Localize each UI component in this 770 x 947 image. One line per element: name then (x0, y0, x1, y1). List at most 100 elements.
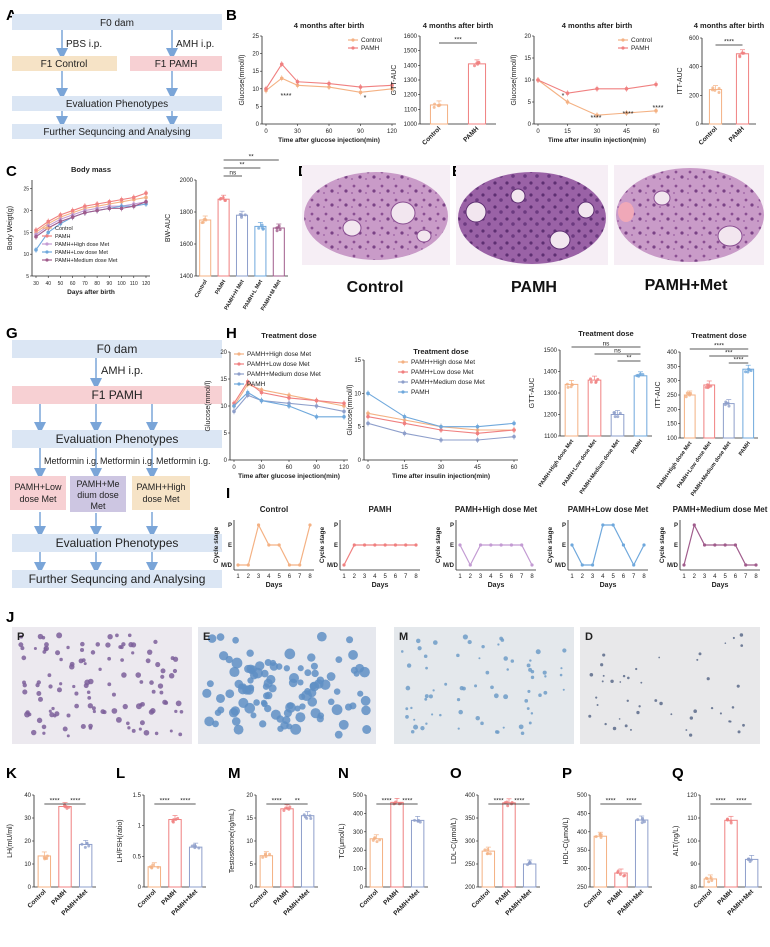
data-point (232, 404, 236, 408)
x-axis-label: Days (712, 582, 729, 589)
significance-label: **** (623, 111, 634, 118)
smear-background (394, 627, 574, 744)
cell (349, 702, 357, 710)
box-further-label: Further Sequncing and Analysing (29, 572, 206, 586)
cell (231, 657, 243, 669)
cell (74, 691, 79, 696)
data-point (302, 813, 306, 817)
data-point (595, 87, 599, 91)
data-point (342, 415, 346, 419)
y-tick-label: 10 (524, 78, 531, 84)
panel-label-m: M (228, 765, 241, 782)
data-point (640, 821, 644, 825)
data-point (70, 215, 75, 219)
data-point (358, 90, 363, 95)
cell (115, 716, 122, 723)
data-point (373, 836, 377, 840)
cell (497, 643, 500, 646)
data-point (713, 88, 717, 92)
cell (36, 680, 41, 685)
category-label: Control (698, 125, 719, 146)
y-axis-label: Cycle stage (213, 527, 220, 564)
data-point (486, 848, 490, 852)
data-point (641, 372, 645, 376)
y-tick-label: M/D (443, 563, 455, 569)
cell (286, 702, 294, 710)
y-tick-label: 300 (353, 830, 364, 836)
x-axis-label: Days after birth (67, 289, 115, 296)
cell (225, 689, 235, 699)
data-point (438, 103, 442, 107)
cell (19, 635, 24, 639)
data-point (366, 391, 370, 396)
cell (21, 655, 27, 661)
cell (602, 653, 606, 657)
data-point (314, 415, 319, 419)
cell (155, 661, 161, 668)
cell (431, 713, 434, 716)
x-tick-label: 1 (570, 574, 574, 580)
cell (90, 650, 96, 655)
significance-label: ns (229, 170, 237, 177)
cell (212, 720, 219, 728)
data-point (594, 835, 598, 839)
x-tick-label: 120 (339, 465, 350, 471)
significance-label: **** (272, 798, 283, 805)
data-point (43, 856, 47, 860)
data-point (287, 563, 292, 567)
data-point (172, 818, 176, 822)
data-point (744, 563, 748, 567)
bar (188, 846, 203, 888)
cell (55, 650, 61, 656)
cell (264, 659, 272, 667)
data-point (58, 219, 63, 224)
cell (214, 709, 222, 716)
y-tick-label: 0 (696, 122, 700, 128)
data-point (257, 226, 261, 230)
data-point (85, 841, 89, 845)
cell (433, 640, 438, 645)
data-point (34, 228, 38, 232)
x-tick-label: 60 (326, 129, 333, 135)
category-label: PAMH (382, 888, 400, 906)
significance-label: * (562, 93, 565, 100)
data-point (288, 805, 292, 809)
legend-marker (401, 370, 405, 374)
data-point (223, 198, 227, 202)
data-point (83, 210, 87, 215)
chart-C_body: 5 10 15 20 25 Body Weigt(g) Body mass 30 40 50 60 7… (7, 165, 150, 296)
cell (255, 661, 265, 671)
cell (348, 650, 358, 660)
legend-label: PAMH+Low dose Met (411, 369, 474, 376)
legend-label: PAMH+High dose Met (411, 359, 475, 366)
data-point (704, 385, 708, 389)
data-point (414, 543, 418, 547)
metformin-label: Metformin i.g. (100, 456, 155, 466)
data-point (596, 377, 600, 381)
data-point (565, 382, 569, 386)
cell (247, 677, 254, 684)
cell (264, 691, 273, 700)
chart-L_lhfsh: 00.511.5LH/FSH(ratio)Control PAMHPAMH+Met… (117, 793, 206, 917)
y-tick-label: 5 (256, 104, 260, 110)
bar (481, 850, 496, 888)
cell (107, 634, 113, 640)
cell (458, 709, 463, 715)
x-tick-label: 70 (82, 281, 88, 287)
data-point (34, 234, 38, 239)
y-axis-label: Glucose(mmol/l) (347, 385, 354, 436)
box-further (12, 570, 222, 588)
cell (66, 645, 70, 650)
cells (18, 632, 184, 738)
y-axis-label: HDL-C(μmol/L) (563, 817, 570, 864)
data-point (707, 880, 711, 884)
x-tick-label: 90 (357, 129, 364, 135)
data-point (417, 818, 421, 822)
y-tick-label: 600 (689, 36, 700, 42)
chart-cycle-4: M/D E P 1 2 3 4 5 6 7 8 Days Cycle stage PAMH+Low dos… (547, 505, 649, 589)
cell (259, 720, 267, 728)
data-point (754, 563, 758, 567)
x-tick-label: 7 (298, 574, 302, 580)
bar (724, 819, 738, 888)
cell (353, 670, 360, 677)
